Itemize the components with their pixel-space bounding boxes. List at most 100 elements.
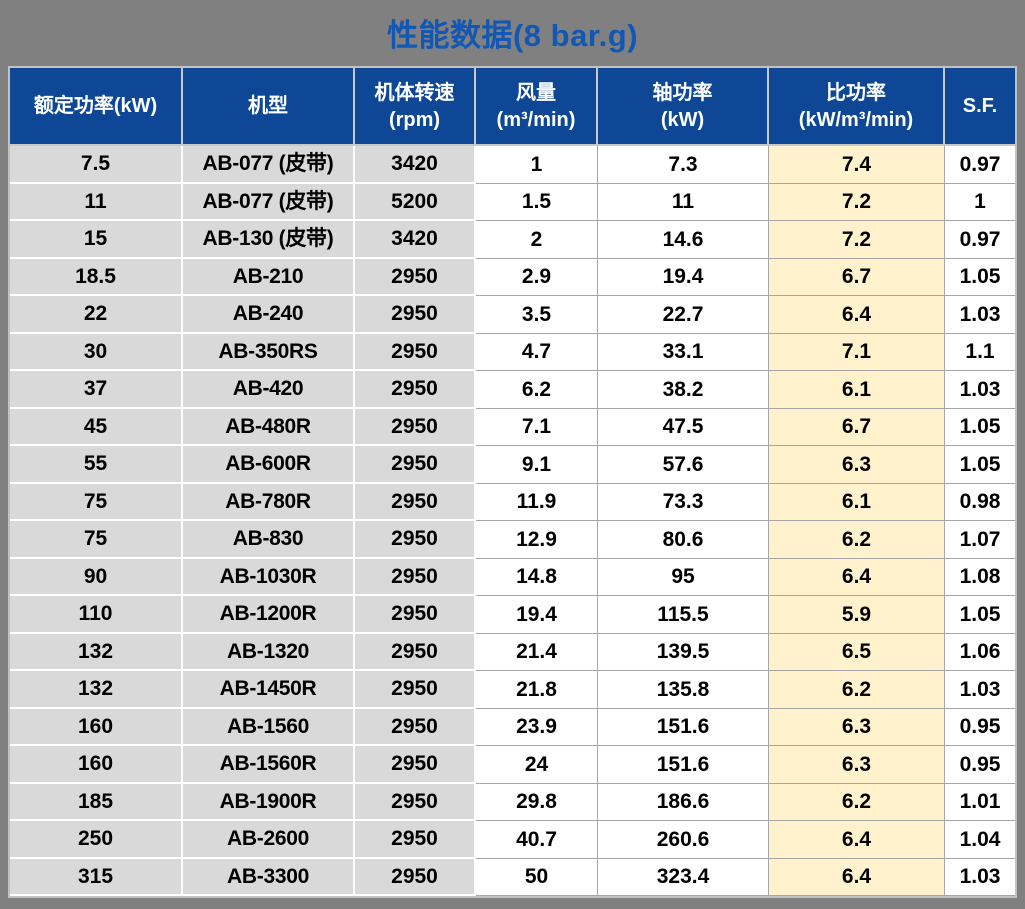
table-cell: 80.6 [598,521,769,559]
table-cell: 23.9 [476,708,598,746]
table-cell: 6.5 [769,633,945,671]
column-header-model: 机型 [183,68,355,146]
table-cell: 6.2 [769,671,945,709]
table-cell: 1.05 [945,408,1015,446]
column-header-label: 额定功率(kW) [33,95,158,117]
table-cell: 11 [598,183,769,221]
table-cell: 6.3 [769,708,945,746]
table-cell: 6.2 [769,783,945,821]
table-cell: 4.7 [476,333,598,371]
table-cell: 50 [476,858,598,896]
table-cell: 6.2 [476,371,598,409]
table-cell: 5.9 [769,596,945,634]
column-header-shaft-power: 轴功率 (kW) [598,68,769,146]
table-cell: 1.07 [945,521,1015,559]
table-cell: 73.3 [598,483,769,521]
table-cell: AB-600R [183,446,355,484]
table-cell: 0.95 [945,746,1015,784]
table-cell: AB-130 (皮带) [183,221,355,259]
table-cell: AB-1560R [183,746,355,784]
table-cell: 132 [10,671,183,709]
column-header-label: 风量 [516,81,556,104]
table-cell: 3420 [355,146,476,184]
table-cell: 12.9 [476,521,598,559]
table-cell: 11.9 [476,483,598,521]
table-cell: 15 [10,221,183,259]
table-cell: 6.4 [769,821,945,859]
column-header-label: S.F. [962,95,998,117]
table-cell: 151.6 [598,708,769,746]
table-cell: AB-077 (皮带) [183,183,355,221]
table-cell: 55 [10,446,183,484]
table-cell: 323.4 [598,858,769,896]
table-cell: 90 [10,558,183,596]
table-cell: AB-1560 [183,708,355,746]
table-cell: 14.6 [598,221,769,259]
table-cell: 2950 [355,258,476,296]
column-header-label: 轴功率 [652,81,713,104]
column-header-service-factor: S.F. [945,68,1015,146]
table-cell: 6.7 [769,408,945,446]
table-cell: 1 [945,183,1015,221]
table-cell: 75 [10,521,183,559]
table-cell: AB-1320 [183,633,355,671]
table-cell: 40.7 [476,821,598,859]
table-cell: 315 [10,858,183,896]
table-cell: 6.4 [769,858,945,896]
table-cell: 2950 [355,558,476,596]
table-cell: 21.4 [476,633,598,671]
table-cell: AB-2600 [183,821,355,859]
table-cell: 24 [476,746,598,784]
table-cell: 115.5 [598,596,769,634]
table-cell: 30 [10,333,183,371]
table-cell: 1.06 [945,633,1015,671]
table-cell: 2950 [355,333,476,371]
column-header-rated-power: 额定功率(kW) [10,68,183,146]
column-header-rotor-speed: 机体转速 (rpm) [355,68,476,146]
table-cell: 9.1 [476,446,598,484]
table-cell: 6.2 [769,521,945,559]
table-cell: 2950 [355,633,476,671]
table-cell: 2950 [355,858,476,896]
table-cell: 151.6 [598,746,769,784]
table-cell: 1 [476,146,598,184]
table-cell: 22 [10,296,183,334]
table-cell: 1.08 [945,558,1015,596]
table-cell: 11 [10,183,183,221]
table-cell: 1.05 [945,258,1015,296]
table-cell: 0.97 [945,146,1015,184]
table-cell: 57.6 [598,446,769,484]
table-cell: 22.7 [598,296,769,334]
table-cell: 2950 [355,821,476,859]
table-cell: 185 [10,783,183,821]
table-cell: AB-830 [183,521,355,559]
table-cell: 6.1 [769,371,945,409]
page-title: 性能数据(8 bar.g) [386,18,639,53]
table-cell: 135.8 [598,671,769,709]
table-cell: AB-1900R [183,783,355,821]
table-cell: 3420 [355,221,476,259]
table-cell: 6.3 [769,746,945,784]
table-cell: 21.8 [476,671,598,709]
table-cell: 47.5 [598,408,769,446]
table-cell: 0.97 [945,221,1015,259]
table-cell: 7.5 [10,146,183,184]
table-cell: 14.8 [476,558,598,596]
table-cell: 2.9 [476,258,598,296]
table-cell: 6.4 [769,296,945,334]
table-cell: 1.03 [945,671,1015,709]
table-cell: 1.04 [945,821,1015,859]
table-cell: AB-077 (皮带) [183,146,355,184]
column-header-unit: (rpm) [388,108,441,131]
table-cell: 2950 [355,746,476,784]
table-cell: 2950 [355,371,476,409]
table-cell: AB-780R [183,483,355,521]
table-cell: 260.6 [598,821,769,859]
table-cell: 75 [10,483,183,521]
table-cell: 2950 [355,596,476,634]
column-header-label: 比功率 [826,81,886,104]
table-cell: 2950 [355,446,476,484]
table-cell: 1.01 [945,783,1015,821]
table-cell: 37 [10,371,183,409]
table-cell: 2950 [355,296,476,334]
